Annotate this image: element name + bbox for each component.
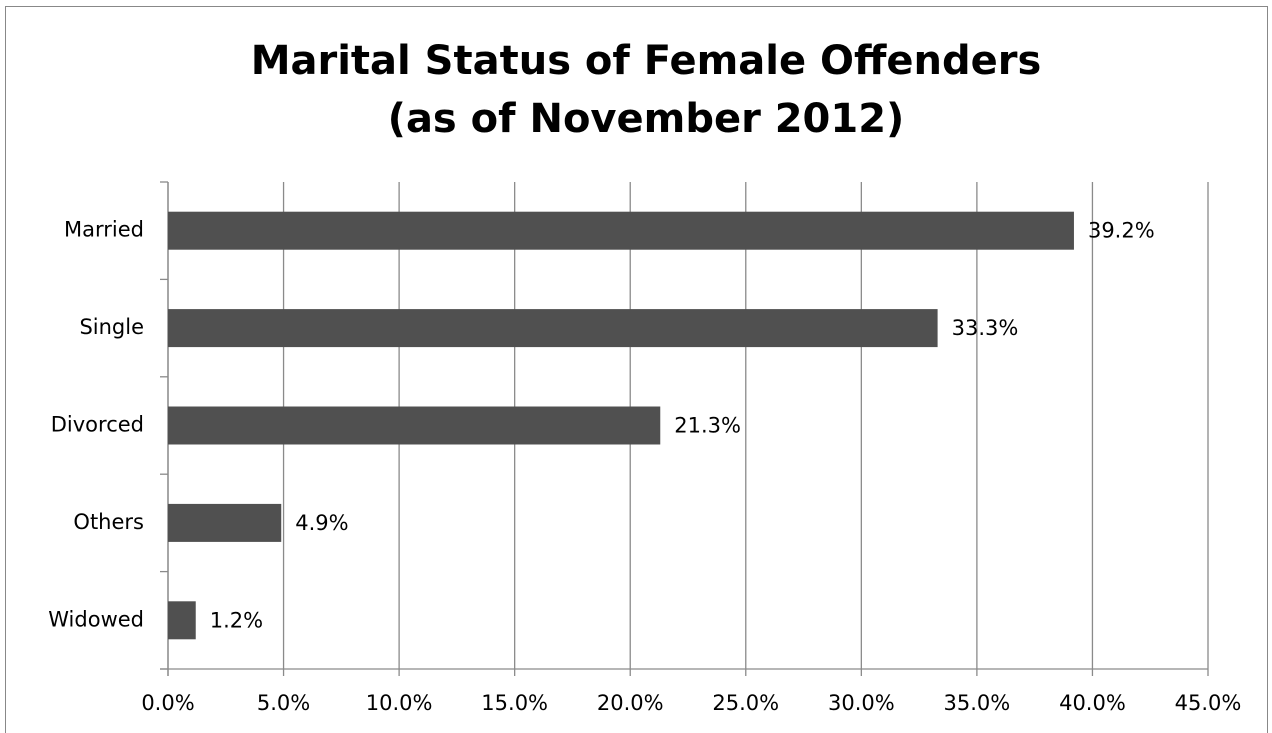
data-label: 1.2% [210, 608, 263, 632]
data-label: 4.9% [295, 511, 348, 535]
bar [168, 503, 282, 542]
x-tick-label: 45.0% [1175, 691, 1242, 715]
x-tick-label: 35.0% [944, 691, 1011, 715]
x-tick-label: 20.0% [597, 691, 664, 715]
y-tick-label: Single [79, 315, 144, 339]
data-label: 33.3% [952, 316, 1019, 340]
x-tick-label: 0.0% [141, 691, 194, 715]
bar [168, 211, 1074, 250]
x-tick-label: 25.0% [712, 691, 779, 715]
data-label: 21.3% [674, 414, 741, 438]
bar [168, 601, 196, 640]
chart-frame [5, 6, 1268, 733]
x-tick-label: 5.0% [257, 691, 310, 715]
x-tick-label: 10.0% [366, 691, 433, 715]
x-tick-label: 15.0% [481, 691, 548, 715]
y-tick-label: Married [64, 218, 144, 242]
x-tick-label: 40.0% [1059, 691, 1126, 715]
y-tick-label: Widowed [48, 607, 144, 631]
bar [168, 406, 661, 445]
chart-title: Marital Status of Female Offenders [251, 38, 1042, 84]
bar [168, 309, 938, 348]
y-tick-label: Others [73, 510, 144, 534]
y-tick-label: Divorced [51, 413, 144, 437]
chart-title: (as of November 2012) [388, 96, 905, 142]
x-tick-label: 30.0% [828, 691, 895, 715]
data-label: 39.2% [1088, 219, 1155, 243]
